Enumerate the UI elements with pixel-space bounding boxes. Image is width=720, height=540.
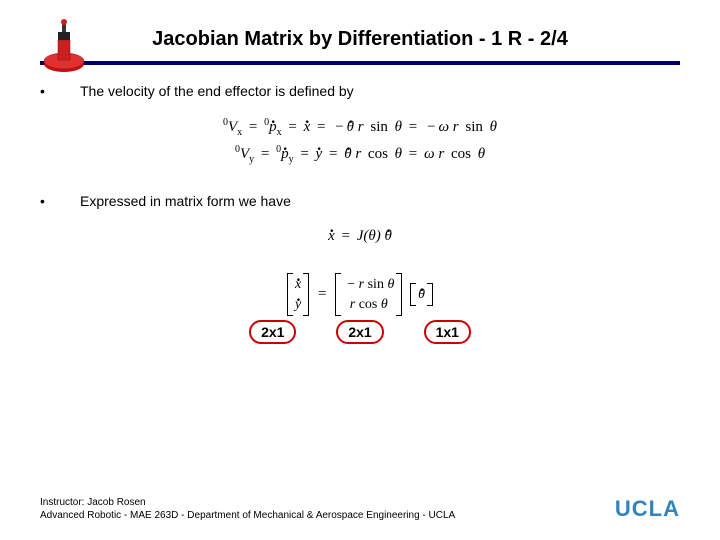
- ucla-logo: UCLA: [615, 496, 680, 522]
- slide-title: Jacobian Matrix by Differentiation - 1 R…: [0, 28, 720, 51]
- bullet-row: • The velocity of the end effector is de…: [40, 83, 680, 99]
- bullet-marker: •: [40, 193, 80, 209]
- bullet-text: The velocity of the end effector is defi…: [80, 83, 680, 99]
- bullet-marker: •: [40, 83, 80, 99]
- matrix-dimensions: 2x1 2x1 1x1: [40, 320, 680, 344]
- bullet-text: Expressed in matrix form we have: [80, 193, 680, 209]
- dim-badge: 2x1: [249, 320, 296, 344]
- slide-root: Jacobian Matrix by Differentiation - 1 R…: [0, 0, 720, 540]
- dim-badge: 2x1: [336, 320, 383, 344]
- footer-line-1: Instructor: Jacob Rosen: [40, 496, 455, 509]
- dim-badge: 1x1: [424, 320, 471, 344]
- equation-matrix-expanded: x y = −r sin θ r cos θ θ: [40, 273, 680, 316]
- equation-line-2: 0Vy = 0py = y = θ r cos θ = ω r cos θ: [235, 144, 485, 165]
- bullet-row: • Expressed in matrix form we have: [40, 193, 680, 209]
- equation-matrix-compact: x = J(θ) θ: [40, 227, 680, 245]
- robot-icon: [40, 18, 88, 74]
- footer-line-2: Advanced Robotic - MAE 263D - Department…: [40, 509, 455, 522]
- equation-velocity: 0Vx = 0px = x = −θ r sin θ = −ω r sin θ …: [40, 117, 680, 165]
- footer-text: Instructor: Jacob Rosen Advanced Robotic…: [40, 496, 455, 522]
- slide-footer: Instructor: Jacob Rosen Advanced Robotic…: [40, 496, 680, 522]
- equation-line-1: 0Vx = 0px = x = −θ r sin θ = −ω r sin θ: [223, 117, 497, 138]
- slide-content: • The velocity of the end effector is de…: [0, 65, 720, 344]
- slide-header: Jacobian Matrix by Differentiation - 1 R…: [0, 0, 720, 51]
